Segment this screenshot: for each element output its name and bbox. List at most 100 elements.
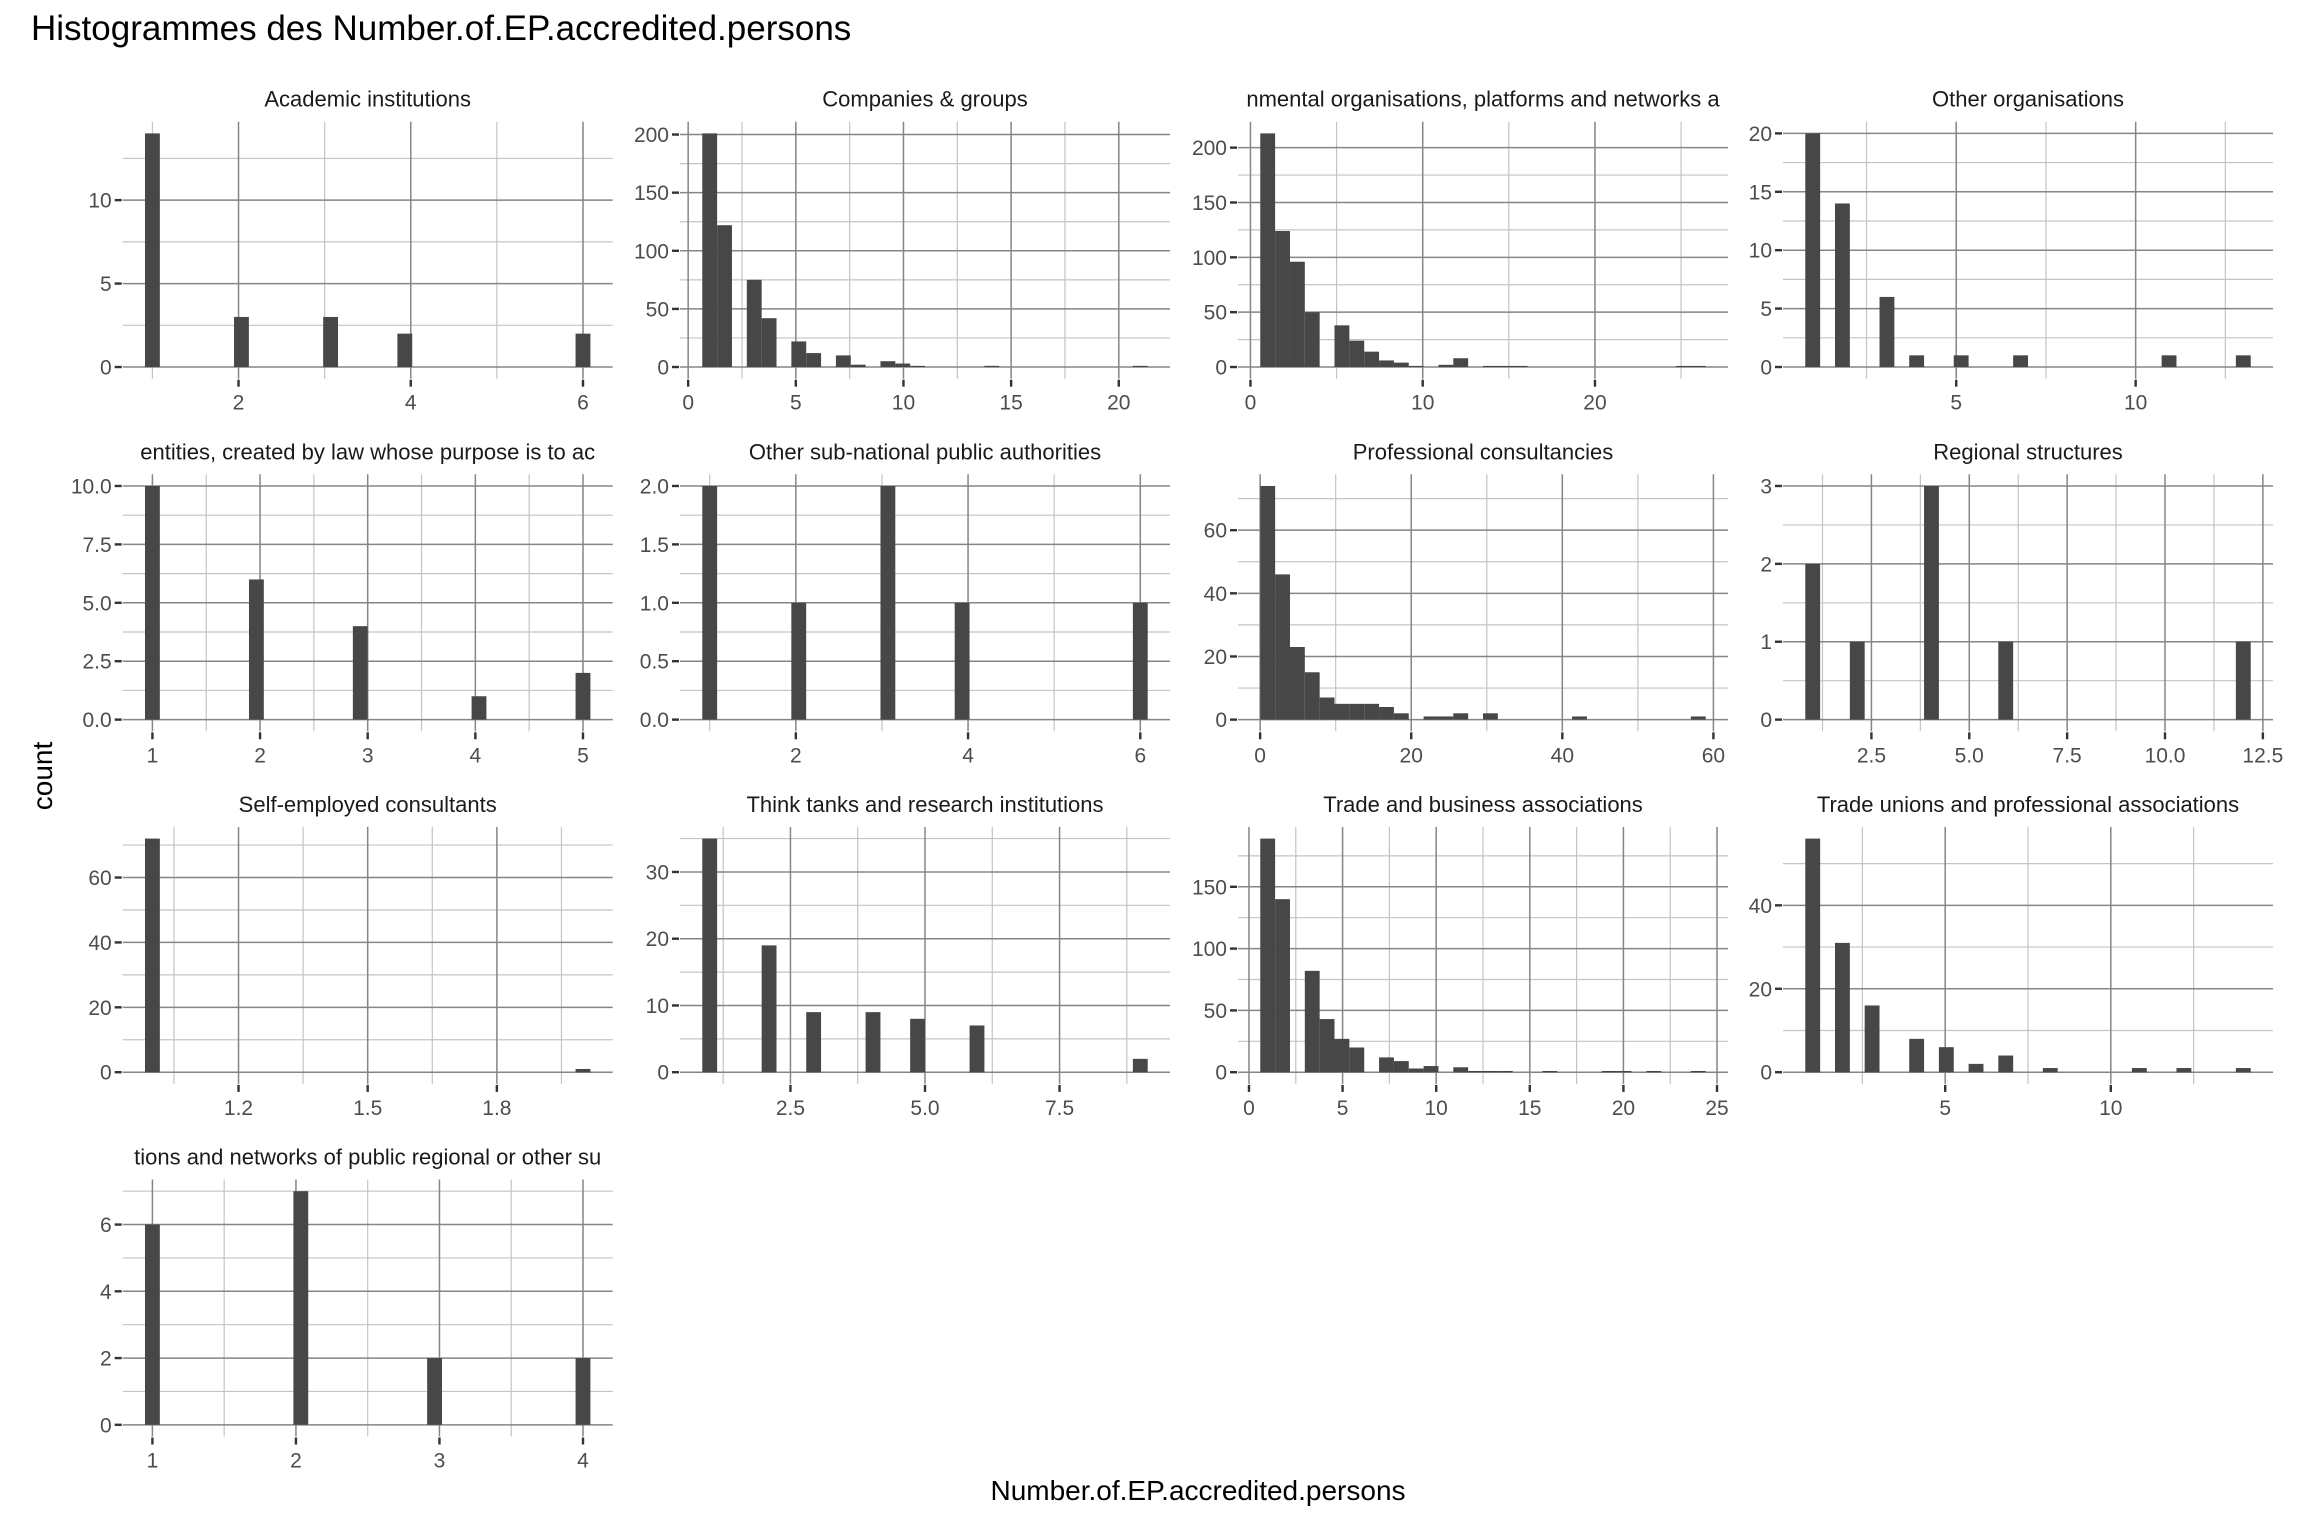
histogram-bar (1304, 970, 1320, 1073)
x-tick-label: 4 (962, 744, 974, 767)
y-tick-label: 100 (634, 240, 669, 263)
x-tick-label: 15 (1518, 1097, 1541, 1120)
y-tick-label: 50 (646, 298, 669, 321)
histogram-bar (1379, 706, 1394, 720)
y-tick-label: 150 (1192, 876, 1227, 899)
histogram-bar (575, 333, 591, 368)
y-tick-label: 30 (646, 861, 669, 884)
histogram-bar (1512, 365, 1528, 368)
y-tick-label: 20 (88, 997, 111, 1020)
histogram-bar (1483, 713, 1498, 720)
histogram-bar (761, 318, 777, 368)
histogram-bar (2042, 1068, 2058, 1073)
histogram-bar (144, 838, 160, 1073)
y-tick-label: 0.5 (640, 651, 669, 674)
histogram-bar (1379, 360, 1394, 368)
histogram-bar (1364, 351, 1380, 368)
histogram-bar (1646, 1070, 1662, 1073)
histogram-bar (2235, 641, 2251, 720)
histogram-bar (1319, 697, 1335, 720)
histogram-bar (1319, 1019, 1335, 1073)
histogram-bar (1690, 365, 1706, 368)
histogram-bar (1572, 716, 1587, 720)
histogram-bar (1998, 1055, 2014, 1073)
histogram-bar (2176, 1068, 2192, 1073)
histogram-bar (1453, 1067, 1469, 1073)
histogram-bar (1132, 365, 1148, 368)
histogram-bar (1289, 647, 1305, 720)
histogram-bar (1468, 1070, 1483, 1073)
histogram-bar (1260, 485, 1276, 720)
histogram-bar (1423, 716, 1439, 720)
histogram-bar (791, 602, 807, 720)
histogram-bar (880, 485, 896, 720)
histogram-bar (1864, 1005, 1880, 1073)
x-tick-label: 60 (1702, 744, 1725, 767)
y-tick-label: 40 (1204, 583, 1227, 606)
histogram-bar (984, 365, 1000, 368)
y-tick-label: 2 (100, 1348, 112, 1371)
x-tick-label: 2.5 (776, 1097, 805, 1120)
y-tick-label: 0.0 (640, 709, 669, 732)
histogram-bar (1304, 672, 1320, 720)
y-tick-label: 100 (1192, 938, 1227, 961)
y-tick-label: 0 (1215, 709, 1227, 732)
x-axis-title: Number.of.EP.accredited.persons (990, 1475, 1405, 1506)
x-tick-label: 20 (1583, 392, 1606, 415)
x-tick-label: 10 (1411, 392, 1434, 415)
histogram-bar (575, 672, 591, 720)
x-tick-label: 5.0 (910, 1097, 939, 1120)
histogram-bar (575, 1358, 591, 1425)
histogram-bar (1909, 1038, 1925, 1073)
histogram-bar (865, 1012, 881, 1073)
y-tick-label: 150 (1192, 192, 1227, 215)
histogram-bar (1260, 838, 1276, 1073)
x-tick-label: 2.5 (1857, 744, 1886, 767)
x-tick-label: 1 (147, 1450, 159, 1473)
histogram-bar (1805, 563, 1821, 720)
histogram-bar (1349, 703, 1365, 720)
y-tick-label: 20 (1749, 978, 1772, 1001)
histogram-bar (1849, 641, 1865, 720)
x-tick-label: 5 (1939, 1097, 1951, 1120)
facet-strip-title: tions and networks of public regional or… (134, 1145, 601, 1170)
y-tick-label: 0 (1760, 357, 1772, 380)
x-tick-label: 12.5 (2242, 744, 2283, 767)
histogram-bar (293, 1191, 309, 1425)
histogram-bar (1349, 1047, 1365, 1073)
x-tick-label: 3 (434, 1450, 446, 1473)
x-tick-label: 7.5 (2053, 744, 2082, 767)
x-tick-label: 1.8 (482, 1097, 511, 1120)
x-tick-label: 10 (2124, 392, 2147, 415)
x-tick-label: 20 (1107, 392, 1130, 415)
y-tick-label: 10 (646, 995, 669, 1018)
histogram-bar (1690, 716, 1706, 720)
x-tick-label: 2 (233, 392, 245, 415)
histogram-bar (144, 133, 160, 368)
facet-strip-title: Academic institutions (264, 87, 471, 112)
histogram-bar (1542, 1070, 1558, 1073)
histogram-bar (1879, 296, 1895, 368)
histogram-bar (717, 225, 732, 368)
y-tick-label: 5.0 (82, 592, 111, 615)
x-tick-label: 20 (1400, 744, 1423, 767)
histogram-bar (835, 355, 851, 368)
histogram-bar (1334, 703, 1350, 720)
facet-strip-title: Self-employed consultants (239, 792, 497, 817)
x-tick-label: 40 (1551, 744, 1574, 767)
x-tick-label: 5 (1337, 1097, 1349, 1120)
x-tick-label: 0 (1243, 1097, 1255, 1120)
histogram-bar (1393, 713, 1409, 720)
histogram-bar (323, 316, 339, 368)
histogram-bar (806, 1012, 822, 1073)
y-tick-label: 20 (646, 928, 669, 951)
x-tick-label: 10 (892, 392, 915, 415)
histogram-bar (1349, 340, 1365, 368)
y-axis-title: count (27, 742, 58, 811)
facet-panel: Trade and business associations050100150… (1192, 792, 1729, 1120)
histogram-bar (910, 365, 925, 368)
histogram-bar (880, 361, 896, 368)
histogram-bar (1998, 641, 2014, 720)
